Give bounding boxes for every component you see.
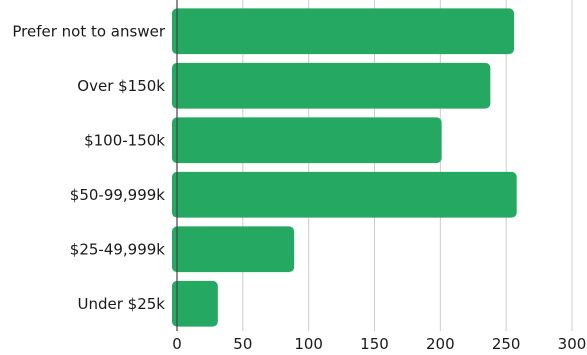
category-label: $25-49,999k — [70, 240, 166, 258]
x-tick-label: 250 — [492, 335, 521, 353]
x-tick-label: 150 — [360, 335, 389, 353]
gridlines — [242, 0, 573, 331]
x-tick-label: 100 — [294, 335, 323, 353]
category-label: $50-99,999k — [70, 186, 166, 204]
category-label: Under $25k — [78, 295, 166, 313]
x-tick-label: 200 — [426, 335, 455, 353]
bar — [172, 8, 515, 55]
category-labels: Prefer not to answer Over $150k $100-150k $… — [12, 22, 165, 313]
category-label: Prefer not to answer — [12, 22, 165, 40]
category-label: Over $150k — [77, 77, 165, 95]
x-tick-label: 300 — [558, 335, 587, 353]
x-tick-label: 0 — [172, 335, 182, 353]
category-label: $100-150k — [84, 131, 165, 149]
bar — [172, 280, 218, 327]
bar — [172, 117, 442, 164]
bar — [172, 171, 517, 218]
tick-labels: 0 50 100 150 200 250 300 — [172, 335, 586, 353]
bar — [172, 62, 491, 109]
bars — [172, 8, 517, 327]
bar — [172, 226, 295, 273]
x-tick-label: 50 — [233, 335, 252, 353]
